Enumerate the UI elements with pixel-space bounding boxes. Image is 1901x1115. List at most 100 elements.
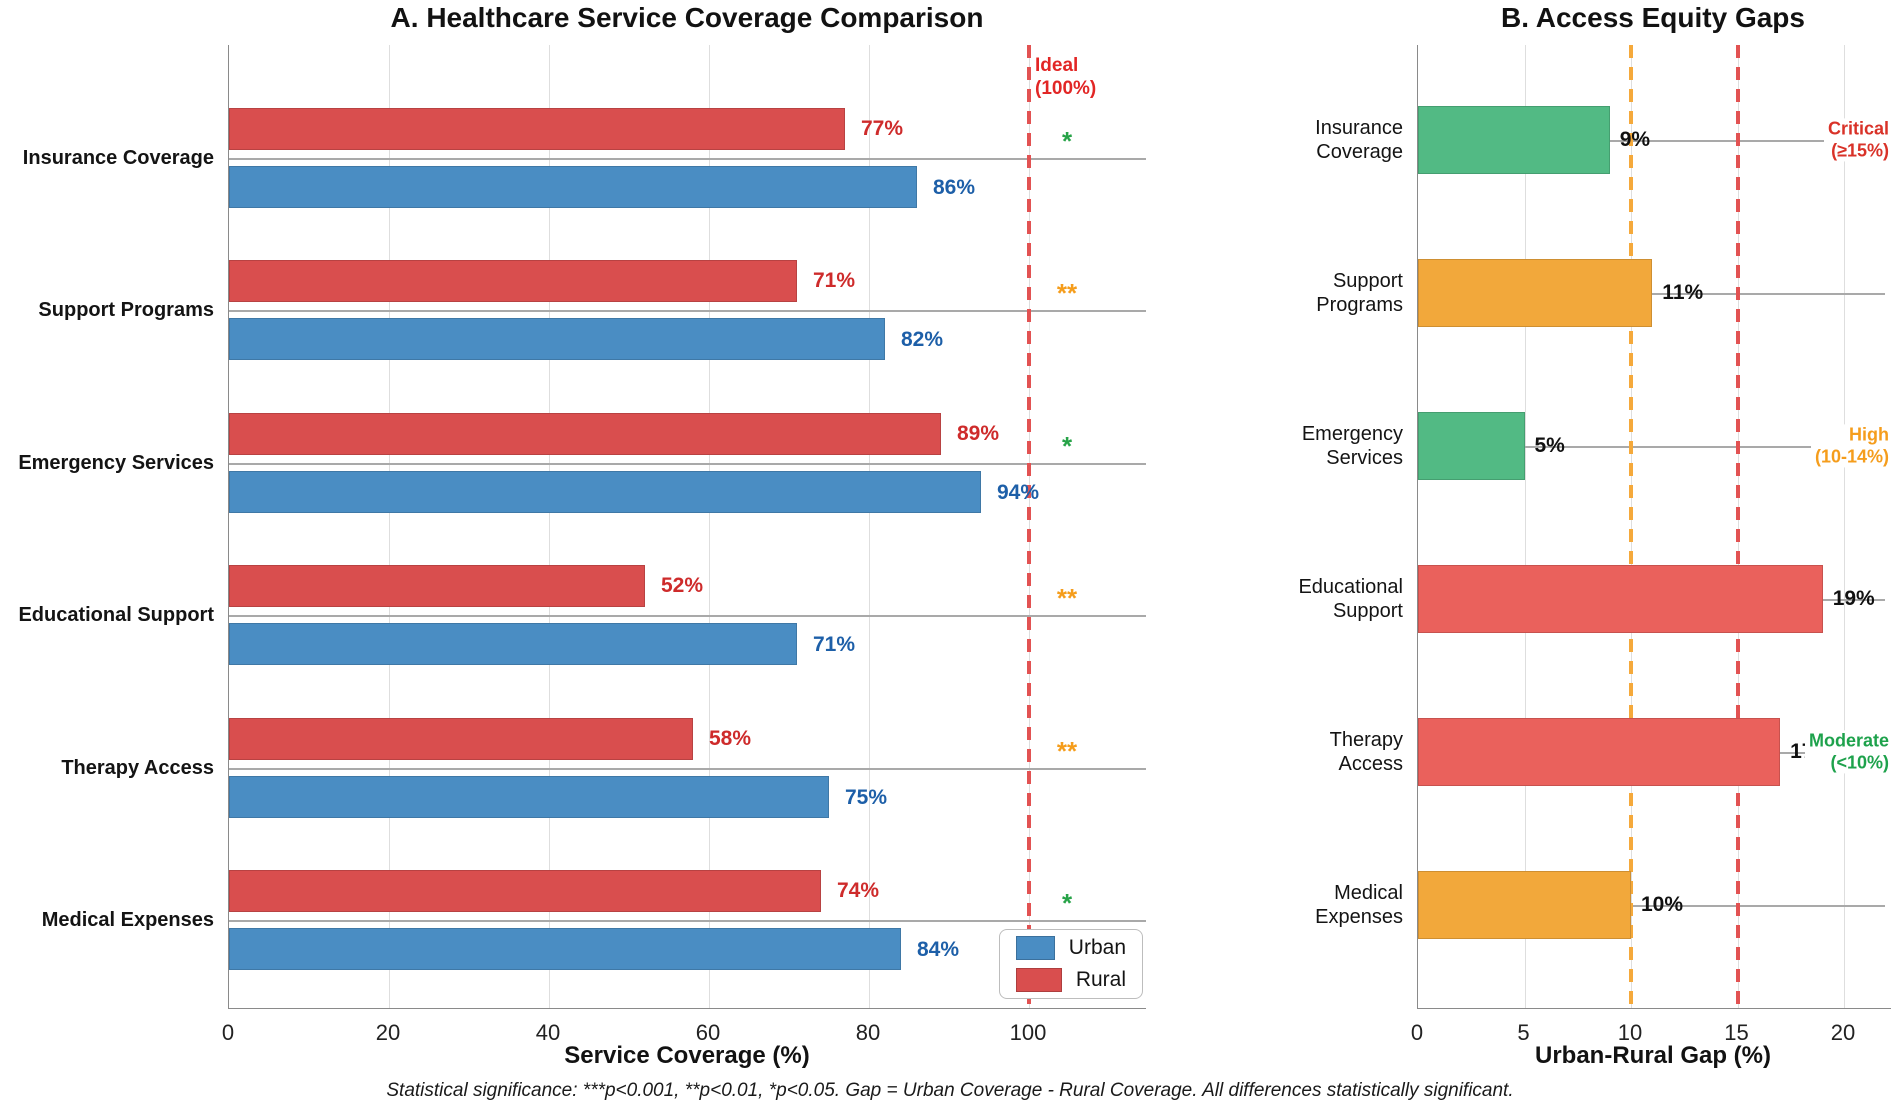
urban-bar: [229, 318, 885, 360]
row-line: [229, 158, 1146, 160]
category-label: Therapy Access: [1329, 729, 1403, 775]
gap-value-label: 10%: [1641, 893, 1684, 916]
row-line: [229, 310, 1146, 312]
x-tick-label: 40: [535, 1020, 561, 1045]
urban-swatch: [1016, 936, 1055, 960]
gap-value-label: 5%: [1534, 434, 1565, 457]
legend-label: Urban: [1068, 936, 1126, 959]
row-line: [1418, 905, 1885, 907]
x-tick-label: 80: [855, 1020, 881, 1045]
gap-value-label: 11%: [1662, 281, 1704, 304]
x-tick-label: 10: [1617, 1020, 1643, 1045]
category-label: Support Programs: [38, 299, 214, 321]
gap-value-label: 19%: [1832, 587, 1875, 610]
significance-star: **: [1056, 583, 1078, 613]
category-label: Insurance Coverage: [1315, 117, 1403, 163]
ideal-line-label: Ideal (100%): [1035, 55, 1097, 99]
rural-value-label: 52%: [661, 574, 704, 597]
x-tick-label: 0: [221, 1020, 235, 1045]
urban-value-label: 84%: [917, 938, 960, 961]
row-line: [229, 920, 1146, 922]
row-line: [229, 768, 1146, 770]
x-tick-label: 20: [375, 1020, 401, 1045]
gap-bar: [1418, 259, 1653, 327]
rural-value-label: 89%: [957, 422, 1000, 445]
category-label: Insurance Coverage: [22, 147, 214, 169]
threshold-label: High (10-14%): [1810, 424, 1889, 468]
grid-line: [1524, 45, 1526, 1008]
row-line: [1418, 140, 1885, 142]
rural-bar: [229, 413, 941, 455]
threshold-label: Moderate (<10%): [1804, 730, 1889, 774]
grid-line: [549, 45, 550, 1008]
row-line: [229, 463, 1146, 465]
x-tick-label: 20: [1830, 1020, 1856, 1045]
rural-bar: [229, 260, 797, 302]
rural-bar: [229, 108, 845, 150]
x-tick-label: 15: [1724, 1020, 1749, 1045]
x-tick-label: 0: [1410, 1020, 1424, 1045]
gap-bar: [1418, 106, 1610, 174]
coverage-comparison-plot: 77% 86% * 71% 82% ** 89% 94% * 52% 71% ** 58% 75% ** 74…: [228, 45, 1146, 1009]
gap-bar: [1418, 565, 1823, 633]
urban-bar: [229, 166, 917, 208]
legend-label: Rural: [1075, 968, 1126, 991]
rural-swatch: [1016, 968, 1062, 992]
x-tick-label: 100: [1009, 1020, 1047, 1045]
equity-gaps-plot: 9%11%5%19%17%10%Critical (≥15%)High (10-…: [1417, 45, 1891, 1009]
panel-a-title: A. Healthcare Service Coverage Compariso…: [390, 2, 984, 33]
x-tick-label: 5: [1517, 1020, 1530, 1045]
panel-b-xaxis-label: Urban-Rural Gap (%): [1534, 1042, 1772, 1069]
rural-bar: [229, 565, 645, 607]
row-line: [1418, 446, 1885, 448]
category-label: Educational Support: [18, 604, 214, 626]
significance-star: **: [1056, 278, 1078, 308]
urban-value-label: 71%: [813, 633, 856, 656]
x-tick-label: 60: [695, 1020, 721, 1045]
category-label: Educational Support: [1298, 576, 1403, 622]
significance-star: *: [1061, 888, 1073, 918]
panel-b-title: B. Access Equity Gaps: [1501, 2, 1805, 33]
category-label: Medical Expenses: [1315, 882, 1403, 928]
rural-bar: [229, 870, 821, 912]
urban-bar: [229, 776, 829, 818]
grid-line: [869, 45, 870, 1008]
panel-a-xaxis-label: Service Coverage (%): [564, 1042, 810, 1069]
legend: Urban Rural: [999, 929, 1143, 999]
rural-value-label: 77%: [861, 117, 904, 140]
row-line: [229, 615, 1146, 617]
urban-value-label: 82%: [901, 328, 944, 351]
urban-bar: [229, 928, 901, 970]
category-label: Emergency Services: [1301, 423, 1403, 469]
urban-value-label: 86%: [933, 176, 976, 199]
grid-line: [389, 45, 390, 1008]
category-label: Emergency Services: [18, 452, 214, 474]
significance-star: **: [1056, 736, 1078, 766]
category-label: Medical Expenses: [41, 909, 214, 931]
legend-entry: Rural: [1016, 968, 1126, 992]
significance-footnote: Statistical significance: ***p<0.001, **…: [386, 1080, 1514, 1101]
rural-bar: [229, 718, 693, 760]
category-label: Therapy Access: [61, 757, 214, 779]
urban-value-label: 75%: [845, 786, 888, 809]
threshold-line: [1735, 45, 1740, 1008]
gap-bar: [1418, 871, 1631, 939]
grid-line: [709, 45, 710, 1008]
rural-value-label: 58%: [709, 727, 752, 750]
urban-value-label: 94%: [997, 481, 1040, 504]
urban-bar: [229, 623, 797, 665]
threshold-line: [1629, 45, 1633, 1008]
threshold-line: [1027, 45, 1031, 1008]
rural-value-label: 74%: [837, 879, 880, 902]
category-label: Support Programs: [1316, 270, 1403, 316]
gap-bar: [1418, 718, 1781, 786]
legend-entry: Urban: [1016, 936, 1126, 960]
gap-bar: [1418, 412, 1525, 480]
urban-bar: [229, 471, 981, 513]
gap-value-label: 9%: [1619, 128, 1651, 151]
rural-value-label: 71%: [813, 269, 856, 292]
grid-line: [1844, 45, 1845, 1008]
significance-star: *: [1061, 126, 1073, 156]
significance-star: *: [1061, 431, 1073, 461]
